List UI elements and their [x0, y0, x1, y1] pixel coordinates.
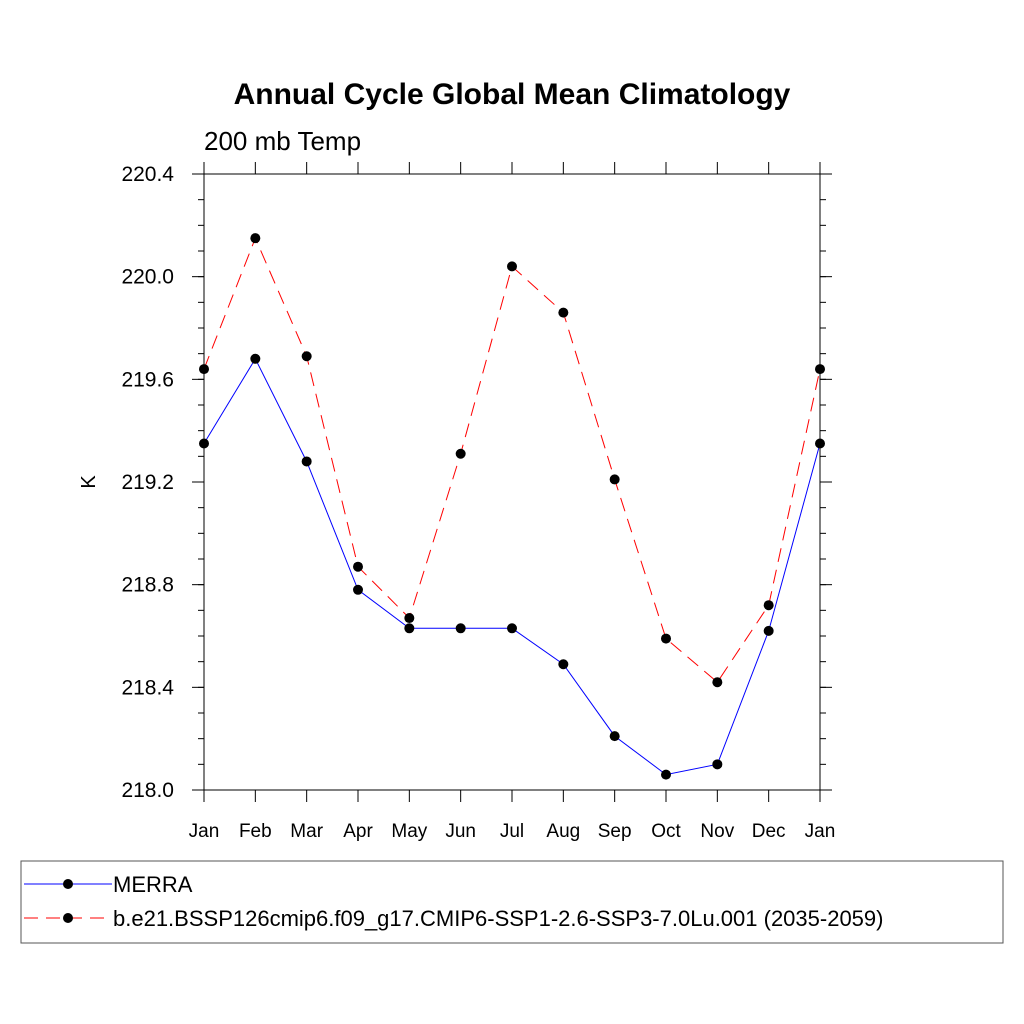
series-model — [199, 233, 825, 688]
data-point — [712, 677, 723, 688]
legend-entry: b.e21.BSSP126cmip6.f09_g17.CMIP6-SSP1-2.… — [24, 906, 883, 931]
legend-marker — [63, 913, 73, 923]
data-point — [404, 623, 415, 634]
series-layer — [199, 233, 825, 780]
x-tick-label: May — [391, 821, 427, 842]
chart-subtitle: 200 mb Temp — [204, 126, 361, 156]
legend-box — [20, 860, 1004, 944]
series-line — [203, 236, 821, 683]
data-point — [558, 659, 569, 670]
y-tick-label: 218.8 — [121, 574, 174, 597]
y-tick-label: 219.6 — [121, 368, 174, 391]
data-point — [763, 625, 774, 636]
axis-tick-labels: 218.0 218.4 218.8 219.2 219.6 220.0 220.4 Jan Fe… — [121, 163, 835, 842]
data-point — [404, 613, 415, 624]
data-point — [301, 351, 312, 362]
x-tick-label: Jun — [445, 821, 476, 842]
x-tick-label: Nov — [700, 821, 734, 842]
data-point — [661, 633, 671, 644]
axis-ticks — [192, 162, 832, 802]
x-tick-label: Oct — [651, 821, 681, 842]
data-point — [353, 584, 363, 595]
x-tick-label: Sep — [598, 821, 632, 842]
x-tick-label: Aug — [546, 821, 580, 842]
legend: MERRA b.e21.BSSP126cmip6.f09_g17.CMIP6-SS… — [20, 860, 1004, 944]
data-point — [455, 623, 466, 634]
plot-frame — [203, 173, 821, 791]
data-point — [507, 623, 517, 634]
series-line — [203, 357, 821, 776]
data-point — [250, 353, 261, 364]
x-tick-label: Dec — [752, 821, 786, 842]
data-point — [609, 474, 620, 485]
x-tick-label: Jan — [805, 821, 836, 842]
legend-marker — [63, 879, 73, 889]
data-point — [558, 307, 569, 318]
data-point — [609, 731, 620, 742]
x-tick-label: Apr — [343, 821, 373, 842]
x-tick-label: Jul — [500, 821, 524, 842]
data-point — [455, 448, 466, 459]
data-point — [353, 561, 363, 572]
data-point — [763, 600, 774, 611]
series-merra — [199, 353, 825, 780]
data-point — [712, 759, 723, 770]
data-point — [250, 233, 261, 244]
x-tick-label: Mar — [290, 821, 323, 842]
legend-label: b.e21.BSSP126cmip6.f09_g17.CMIP6-SSP1-2.… — [113, 906, 883, 931]
y-tick-label: 220.4 — [121, 163, 174, 186]
x-tick-label: Feb — [239, 821, 272, 842]
legend-label: MERRA — [113, 872, 193, 897]
y-tick-label: 218.4 — [121, 676, 174, 699]
y-tick-label: 219.2 — [121, 471, 174, 494]
y-tick-label: 218.0 — [121, 779, 174, 802]
y-tick-label: 220.0 — [121, 266, 174, 289]
chart-title: Annual Cycle Global Mean Climatology — [234, 78, 791, 111]
data-point — [661, 769, 671, 780]
data-point — [507, 261, 517, 272]
data-point — [301, 456, 312, 467]
legend-entry: MERRA — [24, 872, 193, 897]
y-axis-label: K — [78, 475, 100, 489]
x-tick-label: Jan — [189, 821, 220, 842]
